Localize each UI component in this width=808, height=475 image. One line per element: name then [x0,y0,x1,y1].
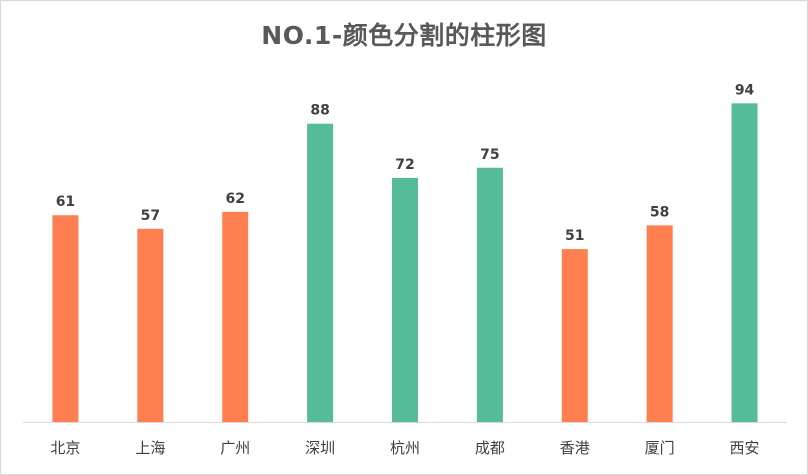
x-tick-label-3: 广州 [220,439,250,457]
x-tick-label-1: 北京 [50,439,80,457]
x-tick-label-9: 西安 [730,439,760,457]
bar-7 [561,249,588,422]
data-label-9: 94 [735,82,755,98]
x-tick-label-4: 深圳 [305,439,335,457]
x-tick-label-7: 香港 [560,439,590,457]
data-label-4: 88 [310,103,329,119]
x-tick-label-2: 上海 [135,439,165,457]
bar-5 [392,177,418,422]
data-label-2: 57 [141,208,160,224]
x-tick-labels-group: 北京 上海 广州 深圳 杭州 成都 香港 厦门 西安 [50,439,759,457]
bar-2 [137,228,164,422]
bar-3 [222,211,249,422]
x-tick-label-5: 杭州 [390,439,420,457]
bar-8 [646,225,673,422]
bars-group [52,103,758,423]
x-tick-label-8: 厦门 [645,439,675,457]
bar-6 [476,167,503,422]
bar-1 [52,215,79,422]
chart-title: NO.1-颜色分割的柱形图 [261,21,547,50]
bar-9 [731,103,758,422]
data-label-8: 58 [650,204,669,220]
bar-4 [307,123,334,423]
data-label-5: 72 [395,157,414,173]
data-label-3: 62 [225,191,244,207]
x-tick-label-6: 成都 [475,439,505,457]
data-label-1: 61 [56,194,75,210]
data-label-7: 51 [565,228,584,244]
data-label-6: 75 [480,147,499,163]
value-labels-group: 61 57 62 88 72 75 51 58 94 [56,82,755,244]
